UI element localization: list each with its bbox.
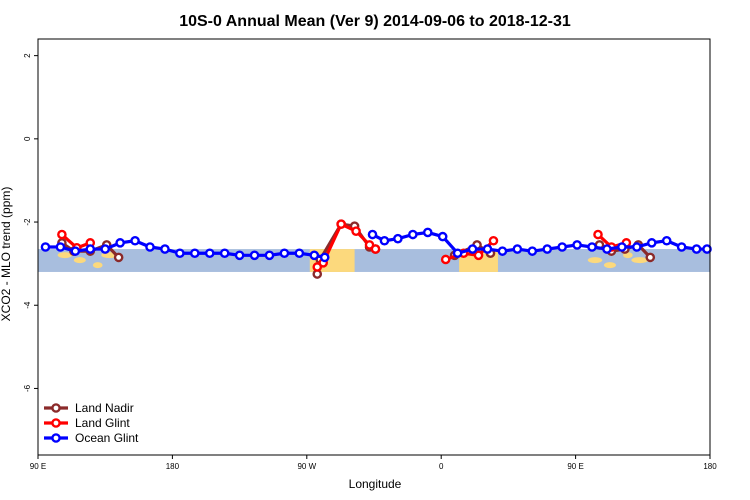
series-2-point-24 xyxy=(422,227,433,238)
series-2-point-23 xyxy=(408,229,418,240)
x-axis-label: Longitude xyxy=(349,477,402,491)
series-2-point-12 xyxy=(219,248,230,259)
series-2-point-16 xyxy=(279,248,290,259)
series-2 xyxy=(40,227,712,263)
series-2-point-4 xyxy=(100,244,110,254)
series-2-point-22 xyxy=(393,233,403,244)
series-1 xyxy=(57,219,632,272)
y-tick-label-0: 2 xyxy=(23,53,32,58)
series-2-point-29 xyxy=(497,246,508,256)
x-axis: 90 E 180 90 W 0 90 E 180 xyxy=(30,455,717,471)
legend-label-1: Land Glint xyxy=(75,416,130,430)
series-2-point-10 xyxy=(189,248,200,259)
series-2-point-27 xyxy=(467,244,478,254)
y-tick-label-3: -4 xyxy=(23,301,32,309)
series-2-point-5 xyxy=(115,238,125,248)
series-2-point-26 xyxy=(452,248,463,259)
x-tick-label-0: 90 E xyxy=(30,462,46,471)
series-2-point-7 xyxy=(145,242,155,252)
series-2-point-13 xyxy=(234,250,245,261)
plot-frame xyxy=(37,38,711,456)
series-2-point-15 xyxy=(264,250,275,261)
series-2-point-2 xyxy=(70,246,81,256)
series-2-point-37 xyxy=(617,242,627,252)
series-2-point-31 xyxy=(527,246,538,256)
series-2-point-21 xyxy=(379,235,390,246)
series-2-point-6 xyxy=(130,235,140,246)
series-1-point-13 xyxy=(593,229,603,240)
series-2-point-18 xyxy=(309,250,320,261)
series-2-point-0 xyxy=(40,242,51,252)
y-tick-label-1: 0 xyxy=(23,136,32,141)
series-1-point-8 xyxy=(370,244,381,254)
series-1-point-11 xyxy=(473,250,484,261)
series-2-point-34 xyxy=(572,240,582,250)
map-island-5 xyxy=(603,262,616,269)
series-1-point-9 xyxy=(440,254,451,265)
x-tick-label-1: 180 xyxy=(166,462,180,471)
series-2-point-41 xyxy=(676,242,687,252)
series-1-point-0 xyxy=(57,229,67,240)
series-2-point-30 xyxy=(512,244,523,254)
series-2-point-8 xyxy=(160,244,170,254)
series-1-point-5 xyxy=(336,219,346,229)
series-0-point-4 xyxy=(113,252,124,263)
x-tick-label-5: 180 xyxy=(703,462,717,471)
series-2-point-9 xyxy=(175,248,185,259)
x-tick-label-2: 90 W xyxy=(297,462,316,471)
legend-label-2: Ocean Glint xyxy=(75,431,139,445)
series-2-point-42 xyxy=(691,244,702,254)
series-2-point-3 xyxy=(85,244,96,254)
series-1-point-6 xyxy=(351,226,361,236)
series-2-point-43 xyxy=(702,244,712,254)
series-2-point-38 xyxy=(632,242,642,252)
x-tick-label-4: 90 E xyxy=(567,462,583,471)
series-layer xyxy=(40,219,712,279)
y-tick-label-4: -6 xyxy=(23,384,32,392)
map-island-1 xyxy=(73,257,86,264)
series-2-point-14 xyxy=(249,250,260,261)
series-2-point-28 xyxy=(482,244,493,254)
series-2-point-33 xyxy=(557,242,567,252)
y-axis: 2 0 -2 -4 -6 xyxy=(23,53,38,392)
legend-marker-2 xyxy=(51,433,61,443)
series-2-point-36 xyxy=(602,244,612,254)
legend-label-0: Land Nadir xyxy=(75,401,134,415)
x-tick-label-3: 0 xyxy=(439,462,444,471)
series-2-point-39 xyxy=(646,238,657,248)
series-0-point-18 xyxy=(645,252,656,263)
legend-marker-0 xyxy=(51,403,61,413)
series-2-point-35 xyxy=(587,242,597,252)
series-1-point-12 xyxy=(488,235,499,246)
map-island-4 xyxy=(587,257,603,264)
map-island-2 xyxy=(92,262,103,269)
series-2-point-19 xyxy=(319,252,330,263)
series-2-point-17 xyxy=(294,248,305,259)
series-2-point-20 xyxy=(367,229,378,240)
map-island-7 xyxy=(631,257,649,264)
map-island-0 xyxy=(57,252,73,259)
series-2-point-32 xyxy=(542,244,553,254)
series-2-point-1 xyxy=(55,242,66,252)
series-2-point-40 xyxy=(661,235,672,246)
legend-marker-1 xyxy=(51,418,61,428)
series-2-point-11 xyxy=(204,248,215,259)
y-axis-label: XCO2 - MLO trend (ppm) xyxy=(0,187,13,322)
series-2-point-25 xyxy=(437,231,448,242)
chart-title: 10S-0 Annual Mean (Ver 9) 2014-09-06 to … xyxy=(179,13,571,30)
y-tick-label-2: -2 xyxy=(23,218,32,226)
